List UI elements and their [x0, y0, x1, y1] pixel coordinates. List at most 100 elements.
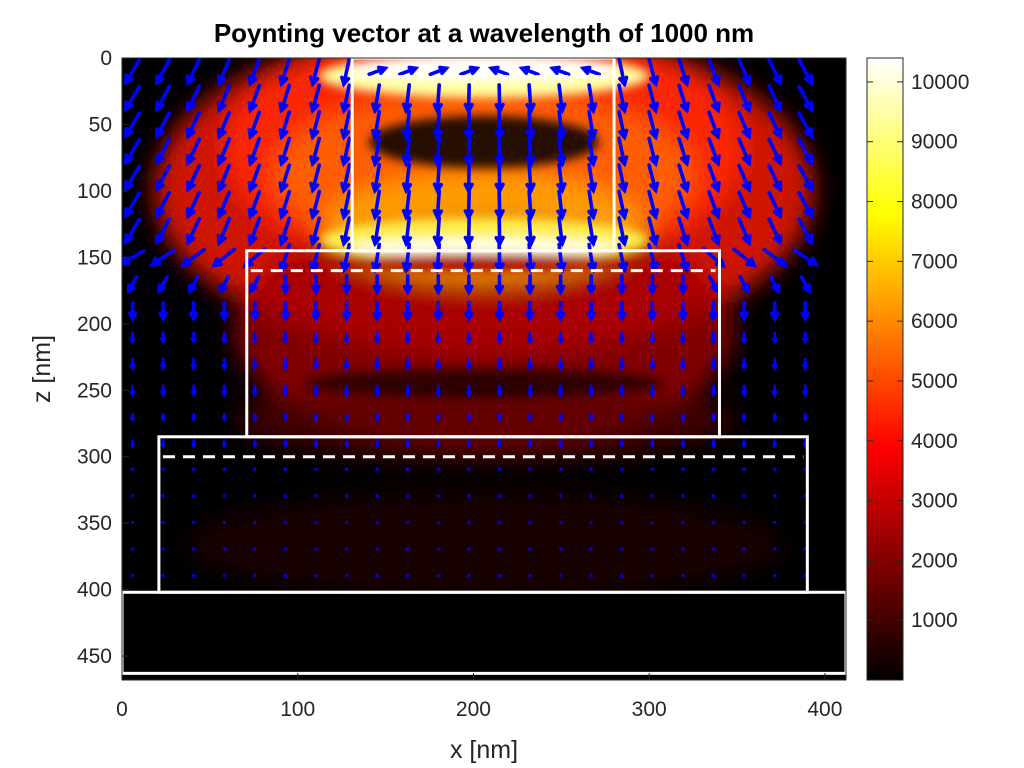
poynting-arrow: [467, 547, 471, 551]
poynting-arrow: [527, 357, 534, 372]
poynting-arrow: [160, 439, 166, 449]
poynting-arrow: [647, 216, 660, 247]
poynting-arrow: [160, 412, 166, 423]
poynting-arrow: [188, 300, 199, 323]
poynting-arrow: [732, 247, 758, 268]
poynting-arrow: [250, 300, 260, 323]
poynting-arrow: [252, 439, 258, 449]
poynting-arrow: [617, 136, 629, 168]
poynting-arrow: [463, 242, 474, 275]
poynting-arrow: [401, 83, 413, 115]
poynting-arrow: [312, 331, 320, 345]
poynting-arrow: [124, 138, 141, 166]
poynting-arrow: [253, 520, 257, 525]
poynting-arrow: [741, 439, 747, 449]
poynting-arrow: [314, 547, 318, 551]
poynting-arrow: [130, 520, 135, 525]
poynting-arrow: [559, 467, 563, 471]
poynting-arrow: [466, 412, 472, 423]
poynting-arrow: [435, 412, 441, 423]
poynting-arrow: [278, 189, 292, 221]
poynting-arrow: [283, 439, 288, 449]
poynting-arrow: [312, 384, 320, 398]
poynting-arrow: [649, 331, 656, 345]
colorbar: 1000 2000 3000 4000 5000 6000 7000 8000 9000 1000…: [866, 57, 969, 681]
poynting-arrow: [465, 331, 472, 345]
poynting-arrow: [681, 520, 685, 525]
poynting-arrow: [253, 573, 257, 578]
poynting-arrow: [428, 65, 450, 77]
poynting-arrow: [247, 137, 262, 167]
poynting-arrow: [216, 58, 232, 87]
poynting-arrow: [797, 58, 814, 87]
poynting-arrow: [678, 300, 688, 323]
poynting-arrow: [459, 65, 481, 77]
poynting-arrow: [588, 331, 595, 345]
poynting-arrow: [370, 162, 382, 195]
poynting-arrow: [222, 494, 226, 498]
poynting-arrow: [738, 275, 750, 295]
poynting-arrow: [527, 412, 533, 423]
poynting-arrow: [149, 248, 176, 267]
poynting-arrow: [247, 163, 262, 194]
poynting-arrow: [711, 439, 716, 449]
poynting-arrow: [435, 357, 442, 372]
poynting-arrow: [617, 58, 629, 88]
poynting-arrow: [311, 300, 321, 323]
poynting-arrow: [466, 439, 472, 449]
y-tick-label: 350: [77, 512, 112, 535]
poynting-arrow: [401, 242, 413, 275]
poynting-arrow: [773, 573, 777, 578]
poynting-arrow: [710, 384, 717, 398]
poynting-arrow: [161, 573, 165, 578]
poynting-arrow: [767, 137, 783, 167]
poynting-arrow: [556, 162, 567, 195]
poynting-arrow: [375, 573, 379, 578]
poynting-arrow: [556, 216, 567, 248]
poynting-arrow: [155, 84, 172, 113]
poynting-arrow: [558, 412, 563, 423]
poynting-arrow: [588, 357, 595, 372]
poynting-arrow: [799, 275, 811, 295]
poynting-arrow: [130, 439, 135, 449]
poynting-arrow: [588, 384, 595, 398]
poynting-arrow: [161, 520, 165, 525]
poynting-arrow: [797, 190, 814, 219]
poynting-arrow: [497, 494, 502, 498]
colorbar-tick-label: 10000: [911, 71, 969, 94]
poynting-arrow: [767, 110, 783, 140]
poynting-arrow: [340, 83, 352, 115]
poynting-arrow: [677, 136, 690, 168]
poynting-arrow: [741, 357, 748, 372]
poynting-arrow: [436, 573, 440, 578]
colorbar-tick-label: 4000: [911, 430, 958, 453]
poynting-arrow: [589, 494, 593, 498]
poynting-arrow: [370, 189, 382, 221]
poynting-arrow: [280, 274, 291, 296]
poynting-arrow: [278, 58, 292, 88]
poynting-arrow: [647, 58, 660, 88]
poynting-arrow: [405, 412, 411, 423]
poynting-arrow: [190, 384, 197, 398]
poynting-arrow: [155, 190, 172, 219]
poynting-arrow: [370, 109, 382, 141]
poynting-arrow: [467, 494, 471, 498]
poynting-arrow: [216, 190, 232, 220]
poynting-arrow: [681, 467, 685, 471]
poynting-arrow: [432, 109, 443, 142]
poynting-arrow: [340, 109, 352, 141]
poynting-arrow: [649, 357, 656, 372]
poynting-arrow: [497, 520, 502, 525]
poynting-arrow: [650, 573, 654, 578]
poynting-arrow: [192, 547, 196, 551]
poynting-arrow: [773, 520, 777, 525]
poynting-arrow: [737, 163, 752, 194]
poynting-arrow: [678, 274, 688, 296]
poynting-arrow: [253, 494, 257, 498]
poynting-arrow: [157, 275, 169, 295]
poynting-arrow: [518, 65, 540, 77]
poynting-arrow: [247, 216, 262, 247]
poynting-arrow: [497, 439, 502, 449]
poynting-arrow: [771, 384, 778, 398]
poynting-arrow: [589, 520, 593, 525]
